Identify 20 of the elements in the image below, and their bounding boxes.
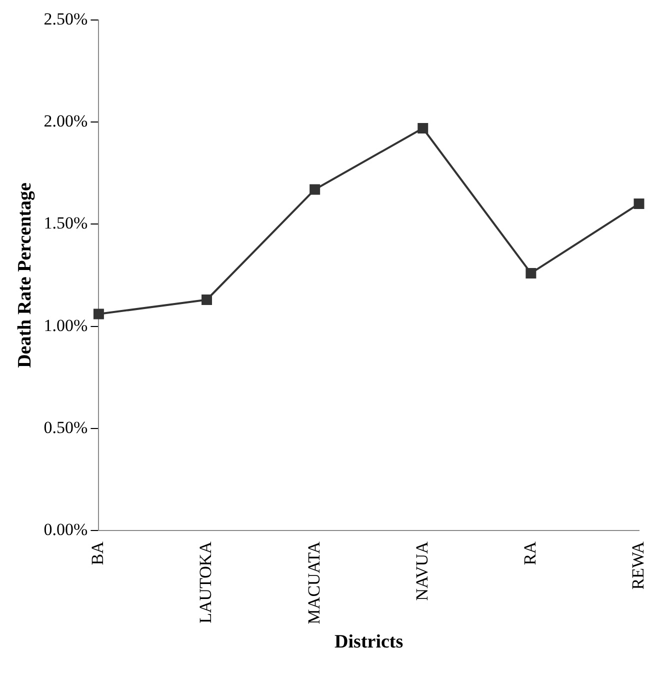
point xyxy=(526,268,536,278)
y-tick-label: 2.50% xyxy=(44,9,88,28)
x-axis-title: Districts xyxy=(334,632,404,653)
y-tick-label: 0.00% xyxy=(44,520,88,539)
x-tick-label: REWA xyxy=(628,540,648,590)
x-tick-label: MACUATA xyxy=(304,540,324,624)
x-tick-label: LAUTOKA xyxy=(196,540,216,624)
x-tick-label: NAVUA xyxy=(412,540,432,601)
y-tick-label: 2.00% xyxy=(44,112,88,131)
y-tick-label: 1.00% xyxy=(44,316,88,335)
y-axis-title: Death Rate Percentage xyxy=(14,182,36,368)
point xyxy=(93,308,104,320)
point xyxy=(634,198,644,210)
point xyxy=(418,122,428,134)
y-tick-label: 1.50% xyxy=(44,214,88,233)
x-tick-label: BA xyxy=(88,540,108,566)
x-tick-label: RA xyxy=(520,540,540,566)
point xyxy=(310,184,320,195)
point xyxy=(202,294,212,305)
y-tick-label: 0.50% xyxy=(44,418,88,437)
